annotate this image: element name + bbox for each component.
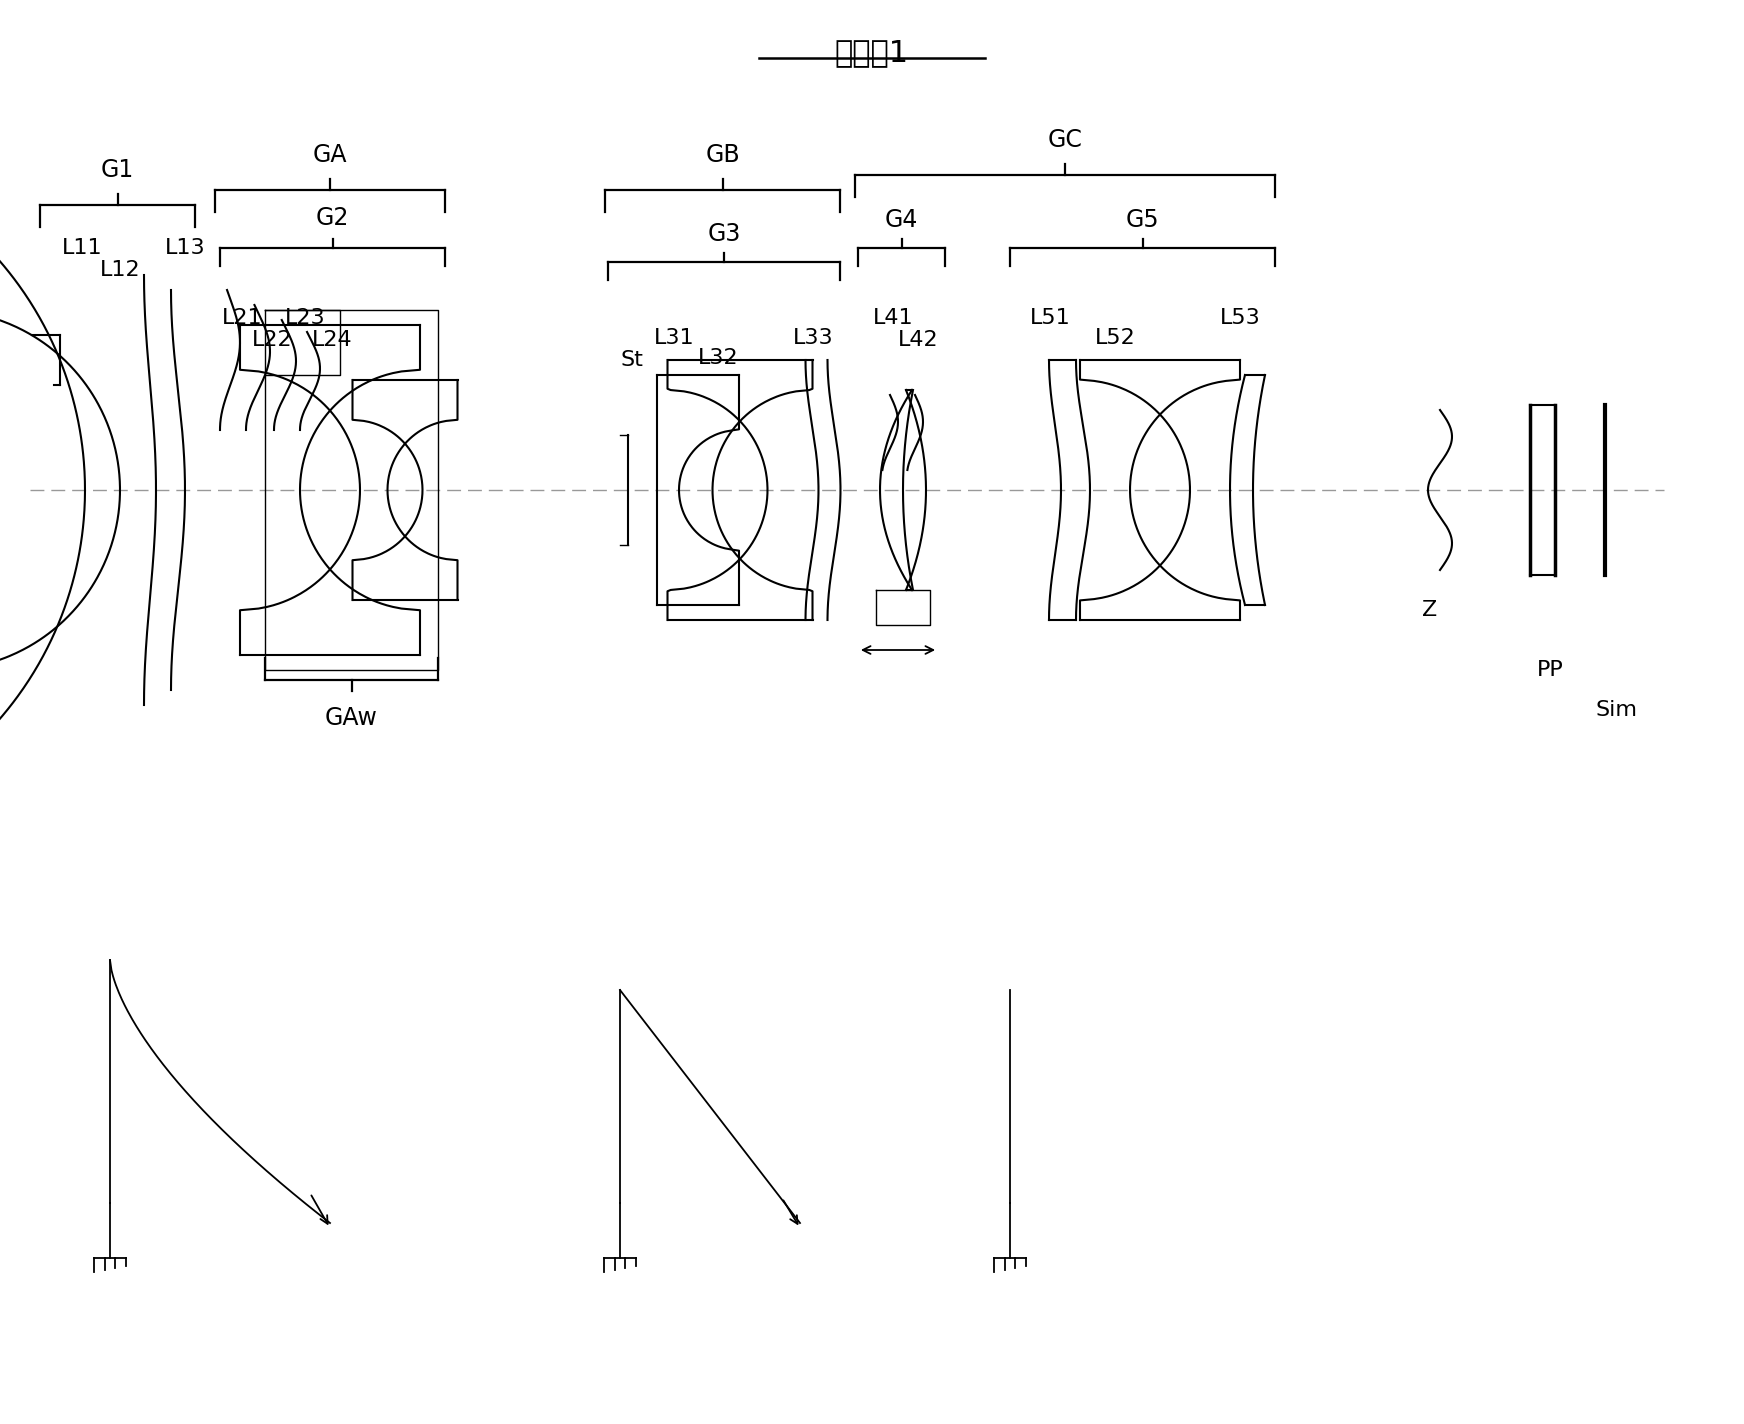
Text: L53: L53 [1221, 308, 1261, 328]
Text: L23: L23 [284, 308, 326, 328]
Text: G3: G3 [708, 222, 741, 246]
Text: Sim: Sim [1596, 701, 1638, 721]
Text: GAw: GAw [324, 706, 378, 731]
Text: 実施例1: 実施例1 [835, 38, 909, 67]
Text: GC: GC [1048, 128, 1083, 152]
Text: L33: L33 [794, 328, 834, 347]
Text: L51: L51 [1031, 308, 1071, 328]
Text: L52: L52 [1095, 328, 1135, 347]
Text: St: St [621, 350, 644, 370]
Text: L22: L22 [251, 330, 293, 350]
Text: GA: GA [312, 142, 347, 167]
Text: G1: G1 [101, 158, 134, 182]
Text: L21: L21 [221, 308, 263, 328]
Text: L24: L24 [312, 330, 352, 350]
Text: G5: G5 [1125, 208, 1160, 232]
Text: Z: Z [1423, 600, 1437, 619]
Text: L11: L11 [63, 238, 103, 258]
Text: L42: L42 [898, 330, 938, 350]
Text: L31: L31 [654, 328, 694, 347]
Text: PP: PP [1536, 659, 1564, 681]
Text: L13: L13 [166, 238, 206, 258]
Text: G4: G4 [884, 208, 917, 232]
Text: GB: GB [705, 142, 739, 167]
Text: L41: L41 [874, 308, 914, 328]
Text: G2: G2 [316, 206, 349, 231]
Text: L32: L32 [698, 347, 739, 367]
Text: L12: L12 [99, 261, 141, 281]
